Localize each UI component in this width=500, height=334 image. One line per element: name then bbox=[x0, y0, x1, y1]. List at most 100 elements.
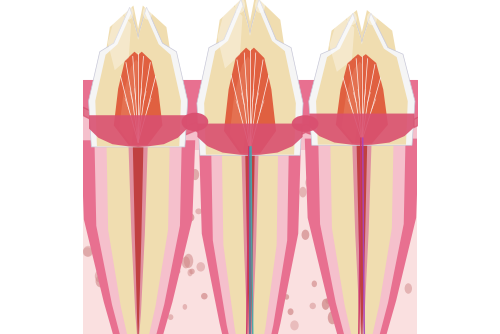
Ellipse shape bbox=[138, 200, 143, 206]
Ellipse shape bbox=[190, 269, 194, 274]
Polygon shape bbox=[81, 140, 195, 334]
Polygon shape bbox=[89, 115, 187, 147]
Polygon shape bbox=[204, 6, 296, 155]
Ellipse shape bbox=[398, 220, 407, 228]
Polygon shape bbox=[342, 61, 362, 144]
Polygon shape bbox=[356, 144, 367, 334]
Ellipse shape bbox=[380, 293, 386, 300]
Polygon shape bbox=[108, 9, 131, 70]
Ellipse shape bbox=[326, 235, 332, 243]
Ellipse shape bbox=[278, 237, 283, 242]
Ellipse shape bbox=[312, 281, 317, 287]
Polygon shape bbox=[106, 145, 170, 334]
Ellipse shape bbox=[112, 251, 119, 259]
Ellipse shape bbox=[360, 270, 364, 275]
Ellipse shape bbox=[288, 308, 294, 315]
Ellipse shape bbox=[224, 183, 230, 192]
Ellipse shape bbox=[299, 187, 306, 197]
Ellipse shape bbox=[187, 213, 194, 221]
Ellipse shape bbox=[110, 268, 120, 280]
Ellipse shape bbox=[314, 163, 320, 172]
Ellipse shape bbox=[124, 6, 134, 20]
Ellipse shape bbox=[168, 314, 173, 320]
Ellipse shape bbox=[162, 311, 168, 319]
Ellipse shape bbox=[390, 178, 396, 186]
Ellipse shape bbox=[347, 12, 357, 25]
Ellipse shape bbox=[246, 315, 256, 325]
Ellipse shape bbox=[314, 165, 324, 178]
Ellipse shape bbox=[150, 254, 158, 263]
Polygon shape bbox=[336, 54, 388, 144]
Ellipse shape bbox=[201, 293, 207, 300]
Polygon shape bbox=[114, 52, 162, 145]
Polygon shape bbox=[119, 59, 138, 146]
Ellipse shape bbox=[322, 299, 330, 310]
Ellipse shape bbox=[151, 271, 157, 280]
Ellipse shape bbox=[284, 294, 289, 300]
Polygon shape bbox=[96, 13, 181, 146]
Ellipse shape bbox=[384, 186, 390, 193]
Ellipse shape bbox=[97, 211, 104, 219]
Ellipse shape bbox=[369, 267, 376, 276]
Polygon shape bbox=[218, 0, 242, 68]
Polygon shape bbox=[83, 150, 417, 334]
Ellipse shape bbox=[150, 209, 157, 217]
Polygon shape bbox=[83, 0, 417, 184]
Ellipse shape bbox=[182, 304, 187, 310]
Ellipse shape bbox=[118, 215, 128, 228]
Ellipse shape bbox=[82, 247, 92, 257]
Ellipse shape bbox=[367, 12, 377, 25]
Ellipse shape bbox=[386, 228, 396, 240]
Ellipse shape bbox=[342, 241, 349, 250]
Ellipse shape bbox=[252, 219, 256, 224]
Ellipse shape bbox=[390, 190, 398, 199]
Polygon shape bbox=[199, 149, 301, 334]
Ellipse shape bbox=[136, 229, 142, 236]
Ellipse shape bbox=[182, 257, 190, 268]
Polygon shape bbox=[330, 13, 354, 72]
Ellipse shape bbox=[164, 245, 173, 258]
Ellipse shape bbox=[114, 180, 122, 191]
Polygon shape bbox=[98, 6, 178, 145]
Polygon shape bbox=[128, 145, 148, 334]
Ellipse shape bbox=[248, 275, 258, 289]
Ellipse shape bbox=[122, 191, 130, 200]
Ellipse shape bbox=[292, 115, 318, 132]
Ellipse shape bbox=[290, 186, 298, 197]
Polygon shape bbox=[342, 61, 362, 144]
Polygon shape bbox=[88, 7, 188, 147]
Ellipse shape bbox=[143, 6, 152, 20]
Ellipse shape bbox=[221, 165, 229, 175]
Ellipse shape bbox=[83, 246, 93, 257]
Ellipse shape bbox=[191, 169, 199, 180]
Polygon shape bbox=[224, 48, 276, 154]
Polygon shape bbox=[319, 10, 405, 144]
Ellipse shape bbox=[235, 0, 245, 13]
Polygon shape bbox=[242, 154, 258, 334]
Ellipse shape bbox=[306, 177, 313, 188]
Ellipse shape bbox=[302, 229, 310, 240]
Polygon shape bbox=[197, 0, 303, 155]
Ellipse shape bbox=[154, 311, 159, 316]
Polygon shape bbox=[309, 13, 415, 145]
Ellipse shape bbox=[215, 266, 224, 274]
Ellipse shape bbox=[326, 298, 330, 304]
Ellipse shape bbox=[241, 297, 247, 305]
Ellipse shape bbox=[144, 172, 149, 178]
Ellipse shape bbox=[316, 170, 322, 177]
Polygon shape bbox=[230, 56, 250, 154]
Ellipse shape bbox=[267, 295, 275, 303]
Ellipse shape bbox=[184, 254, 193, 268]
Ellipse shape bbox=[231, 280, 240, 290]
Ellipse shape bbox=[270, 219, 276, 226]
Ellipse shape bbox=[331, 206, 335, 212]
Ellipse shape bbox=[255, 0, 265, 13]
Ellipse shape bbox=[310, 303, 316, 309]
Polygon shape bbox=[318, 142, 406, 334]
Ellipse shape bbox=[374, 325, 380, 331]
Polygon shape bbox=[352, 144, 372, 334]
Ellipse shape bbox=[290, 320, 298, 330]
Ellipse shape bbox=[226, 202, 234, 209]
Ellipse shape bbox=[176, 269, 180, 274]
Ellipse shape bbox=[90, 211, 94, 214]
